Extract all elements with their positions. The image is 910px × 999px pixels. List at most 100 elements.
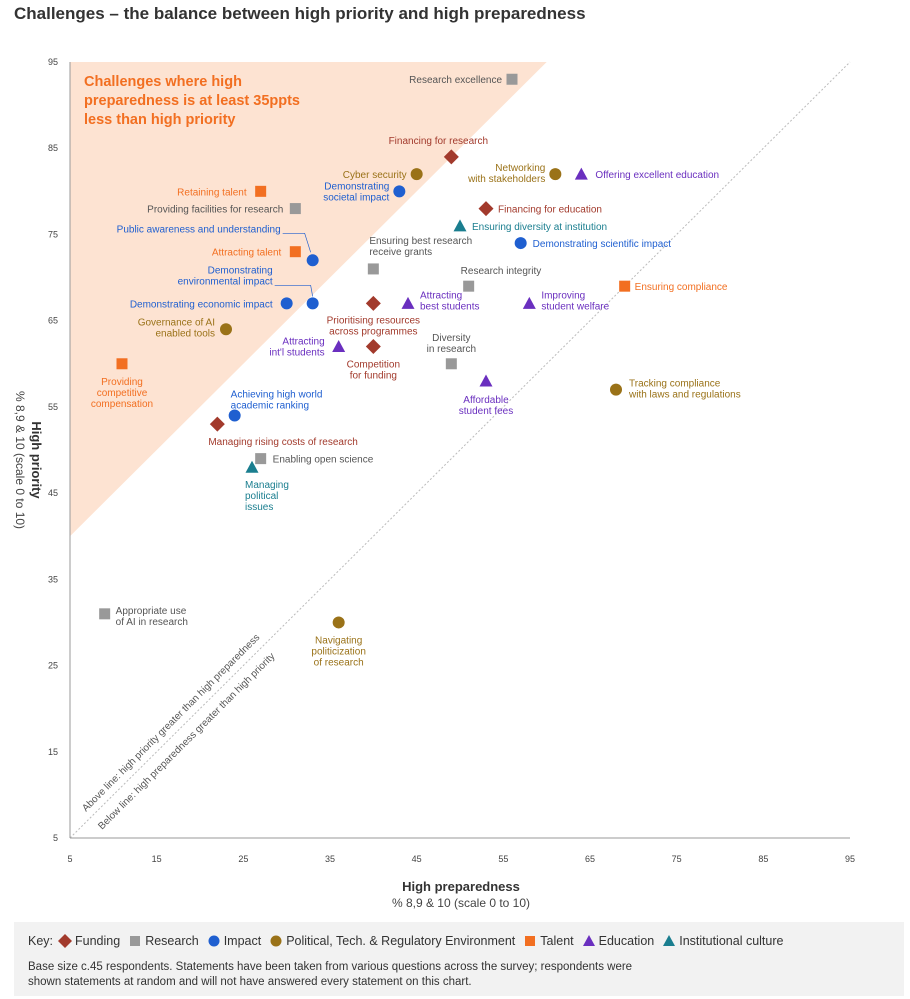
legend-marker — [582, 935, 595, 946]
data-point — [332, 616, 345, 629]
diagonal-line — [69, 61, 851, 839]
x-tick-label: 15 — [152, 854, 162, 864]
data-point — [255, 453, 267, 465]
point-label: Financing for research — [389, 136, 489, 147]
point-label: Attracting best students — [420, 290, 479, 312]
data-point — [445, 358, 457, 370]
y-tick-label: 55 — [48, 402, 58, 412]
point-label: Providing facilities for research — [147, 205, 283, 216]
y-axis-subtitle: % 8,9 & 10 (scale 0 to 10) — [13, 391, 27, 529]
x-tick-label: 45 — [412, 854, 422, 864]
legend-item: Institutional culture — [662, 934, 783, 948]
point-label: Tracking compliance with laws and regulat… — [628, 379, 741, 401]
y-tick-label: 75 — [48, 229, 58, 239]
legend-item: Funding — [58, 934, 120, 948]
y-tick-label: 45 — [48, 488, 58, 498]
data-point — [619, 280, 631, 292]
legend-marker-triangle-icon — [582, 935, 595, 946]
scatter-chart: Challenges where high preparedness is at … — [13, 57, 855, 910]
point-label: Research excellence — [409, 75, 502, 86]
point-label: Prioritising resources across programmes — [327, 315, 420, 337]
diagonal-label-below: Below line: high preparedness greater th… — [96, 651, 277, 832]
y-tick-label: 15 — [48, 747, 58, 757]
legend-label: Political, Tech. & Regulatory Environmen… — [286, 934, 516, 948]
point-label: Affordable student fees — [459, 395, 513, 417]
point-label: Managing rising costs of research — [208, 437, 358, 448]
data-point — [209, 416, 225, 432]
legend-label: Impact — [223, 934, 262, 948]
points-layer — [99, 73, 631, 629]
data-point — [255, 185, 267, 197]
point-label: Financing for education — [498, 205, 602, 216]
legend-prefix: Key: — [28, 934, 54, 948]
legend-item: Talent — [523, 934, 574, 948]
x-tick-label: 75 — [672, 854, 682, 864]
point-label: Attracting int'l students — [269, 337, 324, 359]
diagonal-label-above: Above line: high priority greater than h… — [80, 632, 262, 814]
data-point — [306, 297, 319, 310]
legend-marker — [663, 935, 676, 946]
data-point — [401, 296, 415, 309]
x-tick-label: 5 — [67, 854, 72, 864]
y-tick-label: 95 — [48, 57, 58, 67]
data-point — [479, 374, 493, 387]
data-point — [574, 167, 588, 180]
legend-items: Funding Research Impact Political, Tech. & … — [58, 934, 791, 948]
legend-label: Research — [145, 934, 199, 948]
x-tick-label: 85 — [758, 854, 768, 864]
x-tick-label: 55 — [498, 854, 508, 864]
y-tick-label: 25 — [48, 661, 58, 671]
x-tick-label: 65 — [585, 854, 595, 864]
point-label: Providing competitive compensation — [91, 377, 153, 410]
data-point — [514, 237, 527, 250]
point-label: Diversity in research — [427, 333, 476, 355]
footnote: Base size c.45 respondents. Statements h… — [28, 961, 633, 988]
point-label: Governance of AI enabled tools — [138, 317, 215, 339]
legend-marker — [130, 936, 141, 946]
y-tick-label: 65 — [48, 316, 58, 326]
legend-marker-diamond-icon — [58, 934, 73, 948]
data-point — [549, 168, 562, 181]
label-connector — [274, 285, 314, 297]
data-point — [522, 296, 536, 309]
legend-item: Research — [128, 934, 199, 948]
point-label: Networking with stakeholders — [467, 163, 545, 185]
point-labels-layer: Research excellence Financing for researc… — [91, 75, 741, 668]
data-point — [410, 168, 423, 181]
point-label: Achieving high world academic ranking — [231, 390, 323, 412]
data-point — [280, 297, 293, 310]
point-label: Demonstrating scientific impact — [533, 239, 672, 250]
point-label: Public awareness and understanding — [117, 224, 281, 235]
legend-marker-square-icon — [525, 936, 536, 946]
chart-footer: Key: Funding Research Impact Political, Tec… — [14, 922, 904, 996]
chart-title: Challenges – the balance between high pr… — [14, 4, 586, 23]
x-tick-label: 95 — [845, 854, 855, 864]
legend-label: Education — [598, 934, 655, 948]
legend-marker-circle-icon — [270, 935, 282, 947]
y-axis-title: High priority — [29, 421, 44, 499]
point-label: Appropriate use of AI in research — [116, 606, 188, 628]
legend-marker — [270, 935, 282, 947]
point-label: Improving student welfare — [541, 290, 609, 312]
point-label: Ensuring best research receive grants — [369, 236, 472, 258]
y-tick-label: 85 — [48, 143, 58, 153]
legend-label: Talent — [540, 934, 574, 948]
data-point — [220, 323, 232, 336]
legend-item: Education — [582, 934, 655, 948]
legend-marker — [208, 935, 220, 947]
label-connector — [282, 232, 312, 253]
data-point — [367, 263, 379, 275]
x-tick-label: 35 — [325, 854, 335, 864]
legend-item: Impact — [207, 934, 262, 948]
data-point — [99, 608, 111, 620]
data-point — [306, 254, 319, 267]
x-axis-title: High preparedness — [402, 879, 520, 894]
shaded-region-label: Challenges where high preparedness is at … — [84, 74, 300, 128]
y-tick-label: 5 — [53, 833, 58, 843]
data-point — [245, 460, 259, 473]
data-point — [365, 295, 381, 311]
legend-item: Political, Tech. & Regulatory Environmen… — [269, 934, 515, 948]
data-point — [228, 409, 241, 422]
shaded-region-layer: Challenges where high preparedness is at … — [70, 62, 547, 537]
data-point — [443, 149, 459, 165]
